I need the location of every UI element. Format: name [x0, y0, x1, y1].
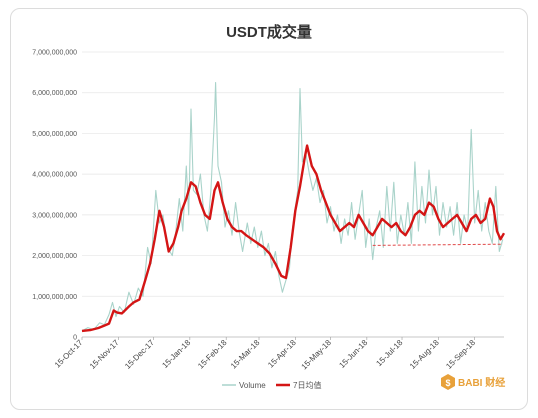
x-tick-label: 15-Sep-18	[444, 338, 477, 371]
y-tick-label: 1,000,000,000	[32, 294, 77, 301]
grid-lines	[82, 51, 504, 338]
x-tick-label: 15-Jun-18	[337, 338, 369, 370]
x-tick-label: 15-Jul-18	[374, 338, 404, 368]
y-tick-label: 5,000,000,000	[32, 131, 77, 138]
y-tick-label: 0	[73, 335, 77, 342]
legend: Volume 7日均值	[222, 380, 321, 390]
y-tick-label: 2,000,000,000	[32, 253, 77, 260]
x-tick-label: 15-May-18	[300, 338, 334, 372]
chart-frame	[10, 8, 528, 410]
series-layer	[81, 81, 506, 333]
x-tick-label: 15-Mar-18	[229, 338, 262, 371]
x-tick-label: 15-Apr-18	[266, 338, 298, 370]
x-tick-label: 15-Feb-18	[196, 338, 229, 371]
moving-average-series-line	[81, 144, 506, 333]
brand-logo-glyph: $	[445, 378, 450, 388]
legend-avg-label: 7日均值	[293, 380, 321, 390]
y-tick-label: 7,000,000,000	[32, 50, 77, 57]
x-tick-label: 15-Aug-18	[408, 338, 441, 371]
brand-logo: $ BABI 财经	[441, 374, 505, 390]
x-tick-label: 15-Oct-17	[53, 338, 85, 370]
brand-logo-mark	[441, 374, 455, 390]
y-tick-label: 3,000,000,000	[32, 212, 77, 219]
x-tick-label: 15-Jan-18	[160, 338, 192, 370]
y-tick-label: 6,000,000,000	[32, 90, 77, 97]
chart-title: USDT成交量	[226, 23, 312, 41]
x-tick-label: 15-Nov-17	[88, 338, 121, 371]
y-axis-ticks: 0 1,000,000,000 2,000,000,000 3,000,000,000…	[32, 50, 77, 342]
brand-logo-text: BABI 财经	[458, 376, 505, 389]
volume-series-line	[81, 81, 504, 332]
x-axis-ticks: 15-Oct-17 15-Nov-17 15-Dec-17 15-Jan-18 15-F…	[53, 337, 477, 372]
y-tick-label: 4,000,000,000	[32, 172, 77, 179]
legend-volume-label: Volume	[239, 381, 266, 390]
reference-dashed-line	[372, 243, 503, 246]
x-tick-label: 15-Dec-17	[123, 338, 156, 371]
